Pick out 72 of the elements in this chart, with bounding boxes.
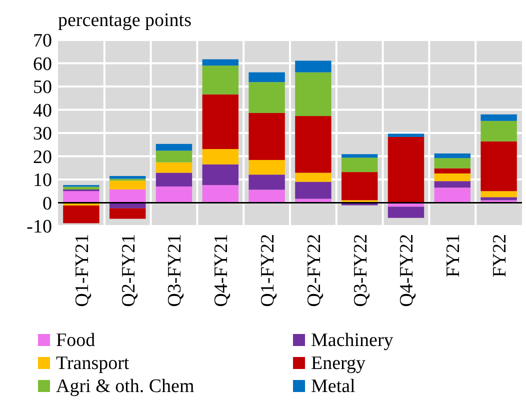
legend-label: Metal: [311, 376, 356, 397]
bar: [295, 116, 332, 173]
x-tick-label: Q4-FY22: [396, 234, 418, 307]
bar: [248, 174, 285, 190]
bar: [434, 188, 470, 203]
y-tick-label: -10: [26, 216, 52, 238]
bar: [110, 180, 146, 190]
bar: [248, 113, 285, 160]
bar: [248, 82, 285, 114]
bar: [480, 114, 517, 121]
x-tick-label: FY22: [489, 234, 510, 278]
bar: [63, 191, 100, 203]
x-tick-label: Q4-FY21: [211, 234, 232, 307]
x-tick-label: Q2-FY21: [118, 234, 140, 307]
y-tick-label: 20: [33, 146, 52, 168]
bar: [202, 149, 238, 164]
bar: [480, 197, 517, 200]
bar: [295, 72, 332, 116]
bar: [480, 191, 517, 198]
bar: [388, 206, 424, 218]
bar: [295, 60, 332, 72]
y-axis-title: percentage points: [58, 10, 192, 31]
bar: [110, 189, 146, 203]
x-tick-label: FY21: [443, 234, 464, 278]
bar: [63, 206, 100, 224]
bar: [388, 134, 424, 137]
bar: [342, 154, 378, 158]
bar: [388, 136, 424, 203]
x-tick-label: Q2-FY22: [304, 234, 325, 307]
y-tick-label: 60: [33, 54, 52, 75]
y-tick-label: 10: [33, 170, 52, 192]
bar: [248, 190, 285, 203]
legend-label: Food: [56, 330, 96, 351]
x-tick-label: Q3-FY21: [164, 234, 186, 307]
bar: [110, 208, 146, 219]
bar: [342, 172, 378, 200]
bar: [156, 162, 192, 173]
y-tick-label: 40: [33, 100, 52, 122]
bar: [202, 164, 238, 186]
x-tick-label: Q3-FY22: [350, 234, 372, 307]
bar: [202, 185, 238, 203]
bar: [434, 158, 470, 168]
bar: [156, 150, 192, 162]
bar: [434, 153, 470, 158]
x-tick-label: Q1-FY21: [72, 234, 93, 307]
legend-label: Agri & oth. Chem: [56, 376, 194, 397]
y-tick-label: 70: [33, 30, 52, 52]
y-tick-label: 50: [33, 77, 52, 98]
bar: [434, 181, 470, 188]
bar: [480, 141, 517, 192]
bar: [480, 120, 517, 142]
bar: [342, 158, 378, 172]
y-tick-label: 30: [33, 124, 52, 145]
bar: [202, 59, 238, 66]
legend-label: Machinery: [311, 330, 394, 351]
bar: [434, 168, 470, 174]
bar: [434, 173, 470, 182]
bar: [248, 72, 285, 82]
bar: [63, 186, 100, 190]
bar: [156, 144, 192, 151]
bar: [110, 176, 146, 179]
x-tick-label: Q1-FY22: [257, 234, 278, 307]
bar: [202, 66, 238, 94]
legend-label: Transport: [56, 353, 130, 374]
bar: [156, 172, 192, 186]
bar: [202, 94, 238, 150]
bar: [295, 182, 332, 199]
bar: [248, 160, 285, 175]
bar: [156, 186, 192, 203]
y-tick-label: 0: [42, 193, 52, 214]
bar: [295, 172, 332, 182]
legend-label: Energy: [311, 353, 366, 374]
